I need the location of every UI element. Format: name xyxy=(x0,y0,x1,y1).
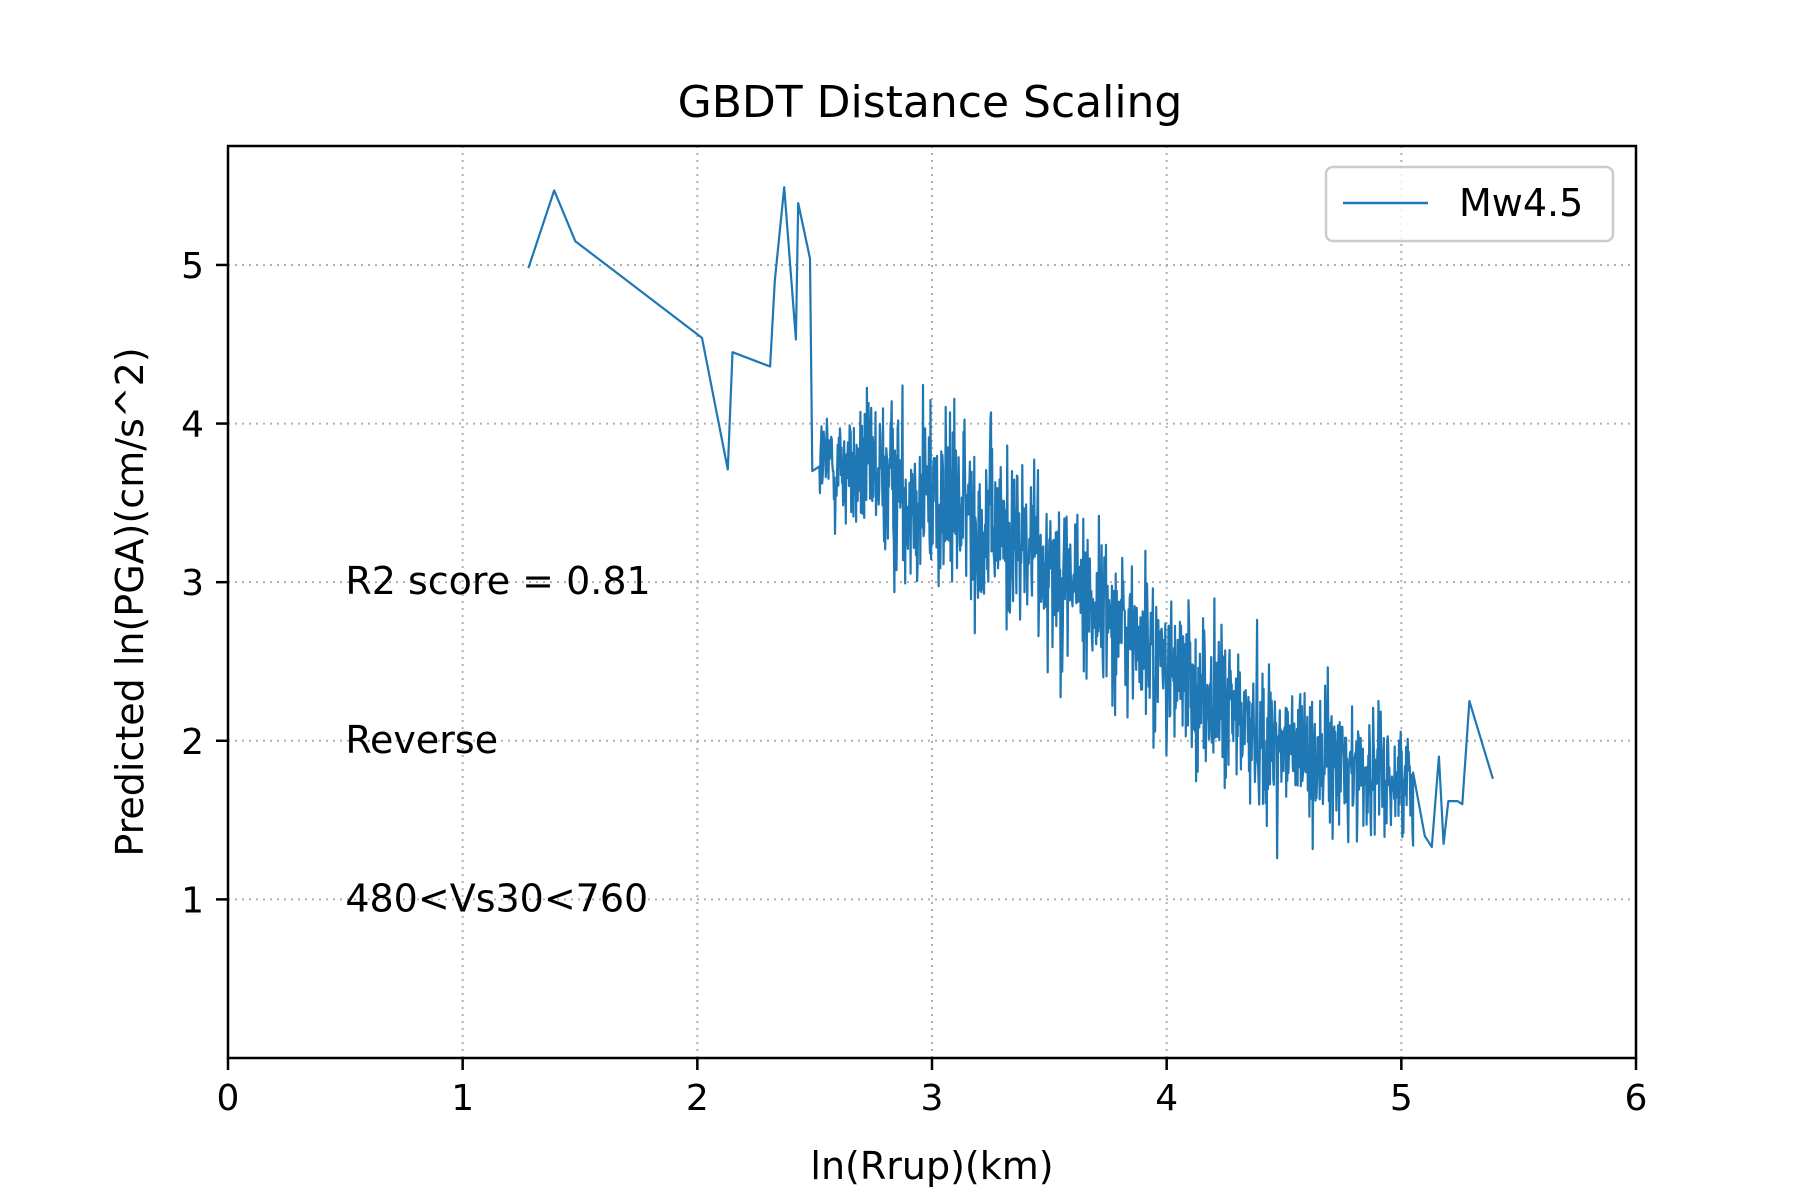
series-line-mw4-5 xyxy=(527,186,1494,860)
legend: Mw4.5 xyxy=(1324,165,1615,243)
x-tick-label: 1 xyxy=(451,1078,474,1119)
x-tick-label: 5 xyxy=(1390,1078,1413,1119)
tick-labels: 0 1 2 3 4 5 6 1 2 3 4 5 xyxy=(181,246,1647,1119)
y-tick-label: 1 xyxy=(181,880,204,921)
tick-marks xyxy=(216,263,1638,1070)
annotation-text: R2 score = 0.81 xyxy=(345,559,650,603)
legend-label-mw4-5: Mw4.5 xyxy=(1459,181,1583,225)
x-tick-label: 6 xyxy=(1625,1078,1648,1119)
x-tick-label: 2 xyxy=(686,1078,709,1119)
x-tick-label: 0 xyxy=(217,1078,240,1119)
y-tick-label: 2 xyxy=(181,722,204,763)
y-axis-label: Predicted ln(PGA)(cm/s^2) xyxy=(108,347,152,856)
chart-title: GBDT Distance Scaling xyxy=(678,77,1183,128)
series-layer xyxy=(527,186,1494,860)
y-tick-label: 3 xyxy=(181,563,204,604)
annotation-text: 480<Vs30<760 xyxy=(345,876,648,920)
legend-box xyxy=(1324,165,1615,243)
annotation-text: Reverse xyxy=(345,718,498,762)
grid-lines xyxy=(228,146,1636,1058)
y-tick-label: 5 xyxy=(181,246,204,287)
annotation-layer: R2 score = 0.81 Reverse 480<Vs30<760 xyxy=(345,559,650,920)
x-axis-label: ln(Rrup)(km) xyxy=(810,1144,1053,1188)
x-tick-label: 4 xyxy=(1155,1078,1178,1119)
x-tick-label: 3 xyxy=(921,1078,944,1119)
y-tick-label: 4 xyxy=(181,405,204,446)
